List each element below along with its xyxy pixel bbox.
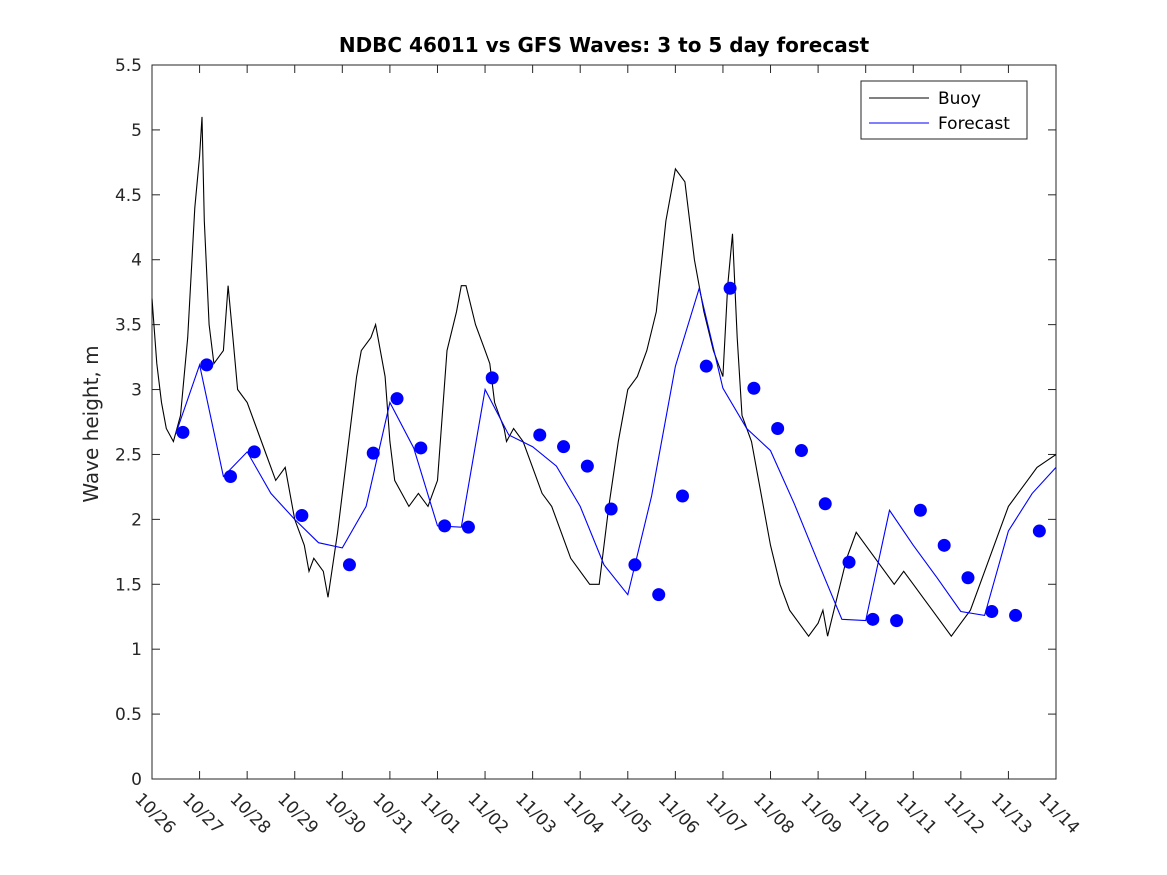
legend: Buoy Forecast <box>860 80 1028 140</box>
forecast-marker <box>414 441 428 455</box>
y-tick-label: 1.5 <box>115 575 142 595</box>
y-tick-label: 2 <box>131 510 142 530</box>
forecast-marker <box>913 503 927 517</box>
forecast-marker <box>604 502 618 516</box>
y-tick-label: 2.5 <box>115 445 142 465</box>
forecast-marker <box>699 359 713 373</box>
forecast-marker <box>842 555 856 569</box>
forecast-marker <box>1032 524 1046 538</box>
y-tick-label: 1 <box>131 640 142 660</box>
forecast-marker <box>580 459 594 473</box>
forecast-marker <box>652 588 666 602</box>
y-tick-label: 0.5 <box>115 705 142 725</box>
forecast-marker <box>771 421 785 435</box>
forecast-marker <box>794 444 808 458</box>
forecast-marker <box>557 440 571 454</box>
forecast-marker <box>200 358 214 372</box>
forecast-marker <box>438 519 452 533</box>
y-tick-label: 3.5 <box>115 316 142 336</box>
forecast-marker <box>295 508 309 522</box>
forecast-marker <box>937 538 951 552</box>
forecast-marker <box>676 489 690 503</box>
legend-label-buoy: Buoy <box>938 89 981 109</box>
forecast-marker <box>366 446 380 460</box>
forecast-marker <box>176 425 190 439</box>
forecast-marker <box>747 381 761 395</box>
chart-title: NDBC 46011 vs GFS Waves: 3 to 5 day fore… <box>339 33 870 57</box>
forecast-marker <box>461 520 475 534</box>
forecast-marker <box>390 392 404 406</box>
y-tick-label: 5 <box>131 121 142 141</box>
y-tick-label: 5.5 <box>115 56 142 76</box>
forecast-marker <box>533 428 547 442</box>
series-line-forecast <box>175 286 1057 622</box>
y-tick-label: 0 <box>131 770 142 790</box>
forecast-marker <box>961 571 975 585</box>
forecast-marker <box>866 612 880 626</box>
y-axis-label: Wave height, m <box>79 345 103 502</box>
forecast-marker <box>247 445 261 459</box>
forecast-marker <box>890 614 904 628</box>
legend-label-forecast: Forecast <box>938 114 1010 134</box>
y-tick-label: 4.5 <box>115 186 142 206</box>
forecast-marker <box>628 558 642 572</box>
forecast-marker <box>818 497 832 511</box>
forecast-marker <box>342 558 356 572</box>
y-tick-label: 4 <box>131 251 142 271</box>
forecast-marker <box>485 371 499 385</box>
axes-box <box>151 64 1057 780</box>
forecast-marker <box>1009 608 1023 622</box>
forecast-marker <box>985 605 999 619</box>
forecast-marker <box>723 281 737 295</box>
legend-box <box>860 80 1028 140</box>
forecast-marker <box>224 470 238 484</box>
series-line-buoy <box>151 116 1057 638</box>
y-tick-label: 3 <box>131 381 142 401</box>
